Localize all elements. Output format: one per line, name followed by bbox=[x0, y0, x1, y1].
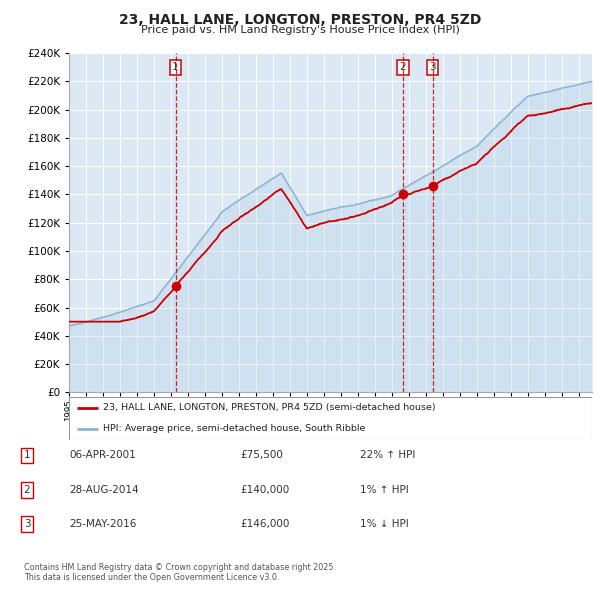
Text: 22% ↑ HPI: 22% ↑ HPI bbox=[360, 451, 415, 460]
Text: £146,000: £146,000 bbox=[240, 519, 289, 529]
FancyBboxPatch shape bbox=[69, 397, 592, 440]
Text: £140,000: £140,000 bbox=[240, 485, 289, 494]
Text: 23, HALL LANE, LONGTON, PRESTON, PR4 5ZD (semi-detached house): 23, HALL LANE, LONGTON, PRESTON, PR4 5ZD… bbox=[103, 403, 436, 412]
Text: 25-MAY-2016: 25-MAY-2016 bbox=[69, 519, 136, 529]
Text: 2: 2 bbox=[400, 62, 406, 72]
Text: 06-APR-2001: 06-APR-2001 bbox=[69, 451, 136, 460]
Text: 23, HALL LANE, LONGTON, PRESTON, PR4 5ZD: 23, HALL LANE, LONGTON, PRESTON, PR4 5ZD bbox=[119, 13, 481, 27]
Text: 3: 3 bbox=[23, 519, 31, 529]
Text: Price paid vs. HM Land Registry's House Price Index (HPI): Price paid vs. HM Land Registry's House … bbox=[140, 25, 460, 35]
Text: £75,500: £75,500 bbox=[240, 451, 283, 460]
Text: Contains HM Land Registry data © Crown copyright and database right 2025.
This d: Contains HM Land Registry data © Crown c… bbox=[24, 563, 336, 582]
Text: 1: 1 bbox=[23, 451, 31, 460]
Text: 1% ↑ HPI: 1% ↑ HPI bbox=[360, 485, 409, 494]
Text: HPI: Average price, semi-detached house, South Ribble: HPI: Average price, semi-detached house,… bbox=[103, 424, 365, 434]
Text: 3: 3 bbox=[429, 62, 436, 72]
Text: 1% ↓ HPI: 1% ↓ HPI bbox=[360, 519, 409, 529]
Text: 1: 1 bbox=[172, 62, 179, 72]
Text: 28-AUG-2014: 28-AUG-2014 bbox=[69, 485, 139, 494]
Text: 2: 2 bbox=[23, 485, 31, 494]
